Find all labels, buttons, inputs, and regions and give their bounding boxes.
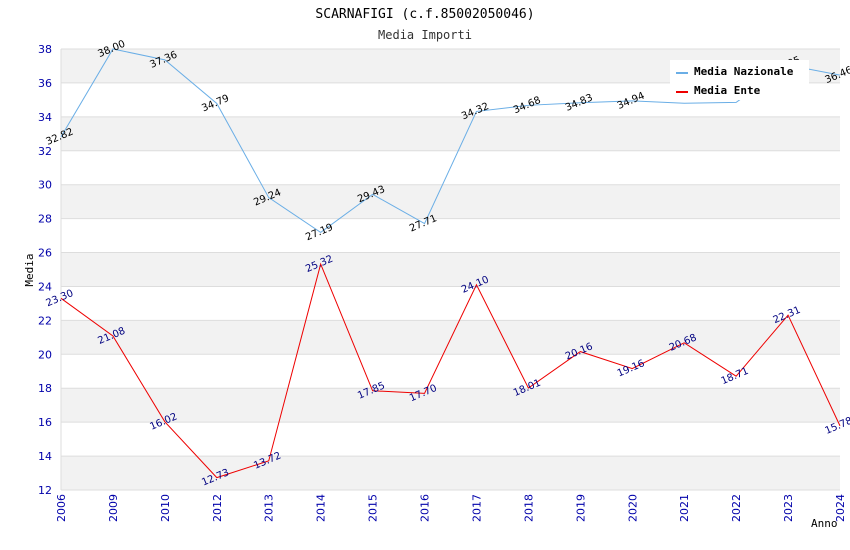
grid-band (61, 184, 840, 219)
y-tick-label: 20 (38, 348, 52, 361)
y-tick-label: 12 (38, 484, 52, 497)
data-label-nazionale: 34.68 (512, 95, 543, 116)
chart-subtitle: Media Importi (378, 28, 472, 42)
chart-title: SCARNAFIGI (c.f.85002050046) (315, 7, 534, 22)
x-axis-label: Anno (811, 517, 838, 530)
series-line-media-nazionale (60, 48, 841, 233)
y-tick-label: 28 (38, 213, 52, 226)
x-tick-label: 2024 (834, 494, 847, 522)
series-line-media-ente (60, 262, 841, 479)
grid-bands (61, 49, 840, 490)
data-label-nazionale: 34.94 (616, 91, 647, 112)
legend-label-nazionale: Media Nazionale (694, 65, 794, 78)
y-tick-label: 32 (38, 145, 52, 158)
y-tick-label: 34 (38, 111, 52, 124)
x-tick-label: 2009 (107, 494, 120, 522)
grid-lines (61, 48, 840, 491)
y-tick-label: 38 (38, 43, 52, 56)
y-tick-labels: 12 14 16 18 20 22 24 26 28 30 32 34 36 38 (38, 43, 52, 497)
series-lines (60, 48, 841, 479)
grid-band (61, 456, 840, 490)
legend: Media Nazionale Media Ente (670, 60, 809, 100)
grid-band (61, 252, 840, 287)
grid-band (61, 116, 840, 151)
x-tick-label: 2018 (522, 494, 535, 522)
x-tick-label: 2022 (730, 494, 743, 522)
x-tick-label: 2020 (626, 494, 639, 522)
y-tick-label: 36 (38, 77, 52, 90)
y-tick-label: 26 (38, 247, 52, 260)
data-label-nazionale: 27.19 (304, 222, 335, 243)
x-tick-label: 2014 (315, 494, 328, 522)
y-tick-label: 18 (38, 382, 52, 395)
y-tick-label: 14 (38, 450, 52, 463)
y-tick-label: 16 (38, 416, 52, 429)
legend-box (670, 60, 809, 100)
x-tick-label: 2013 (263, 494, 276, 522)
x-tick-label: 2021 (678, 494, 691, 522)
y-tick-label: 24 (38, 280, 52, 293)
x-tick-label: 2016 (419, 494, 432, 522)
x-tick-label: 2023 (782, 494, 795, 522)
y-tick-label: 30 (38, 179, 52, 192)
y-axis-label: Media (23, 253, 36, 286)
data-label-nazionale: 34.83 (564, 92, 595, 113)
grid-band (61, 388, 840, 423)
data-label-nazionale: 34.79 (200, 93, 231, 114)
x-tick-labels: 2006 2009 2010 2012 2013 2014 2015 2016 2017 2018… (55, 494, 847, 522)
x-tick-label: 2019 (574, 494, 587, 522)
legend-label-ente: Media Ente (694, 84, 761, 97)
x-tick-label: 2006 (55, 494, 68, 522)
x-tick-label: 2012 (211, 494, 224, 522)
x-tick-label: 2010 (159, 494, 172, 522)
y-tick-label: 22 (38, 314, 52, 327)
grid-band (61, 320, 840, 355)
x-tick-label: 2015 (367, 494, 380, 522)
data-label-ente: 19.16 (616, 358, 647, 379)
x-tick-label: 2017 (470, 494, 483, 522)
axes (60, 49, 840, 491)
